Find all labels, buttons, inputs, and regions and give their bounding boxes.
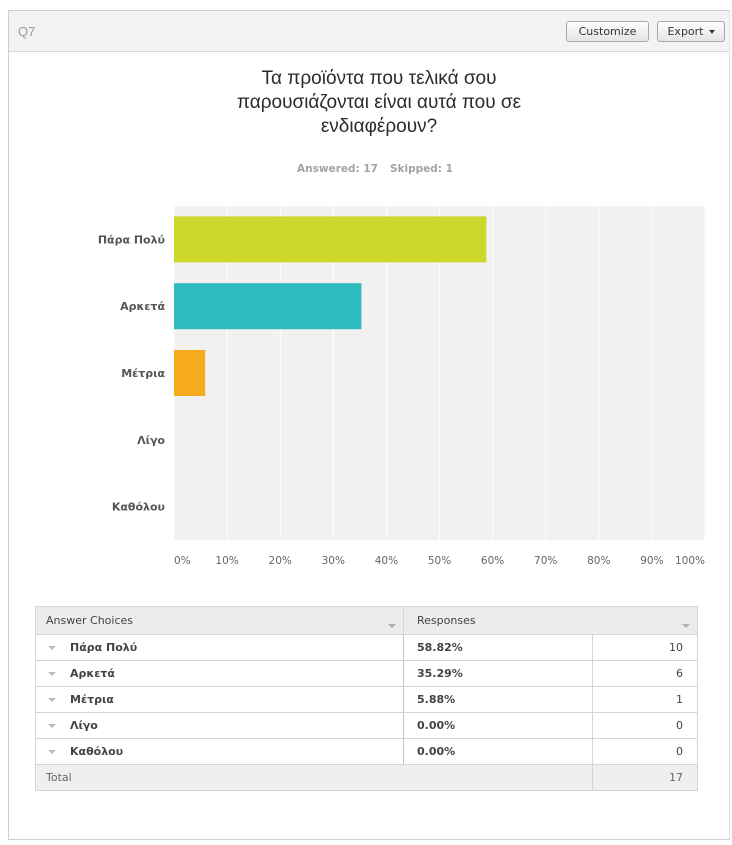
count-cell: 1 [592,686,698,713]
question-title-line-2: παρουσιάζονται είναι αυτά που σε [236,92,522,113]
bar[interactable] [174,216,487,263]
skipped-count: Skipped: 1 [389,163,453,175]
bar[interactable] [174,283,362,330]
x-tick-label: 20% [269,555,292,567]
chevron-down-icon [708,30,715,34]
bar[interactable] [174,350,206,396]
expand-caret-icon[interactable] [48,672,56,676]
x-tick-label: 0% [174,555,191,567]
table-row: Πάρα Πολύ 58.82% 10 [35,634,698,661]
response-stats: Answered: 17 Skipped: 1 [230,163,520,175]
expand-caret-icon[interactable] [48,698,56,702]
choice-cell: Αρκετά [35,660,404,687]
count-cell: 0 [592,738,698,765]
table-row: Μέτρια 5.88% 1 [35,686,698,713]
responses-table: Answer Choices Responses Πάρα Πολύ 58.82… [35,606,698,791]
y-category-label: Καθόλου [112,501,165,514]
export-button-label: Export [667,25,704,38]
customize-button-label: Customize [578,25,637,38]
expand-caret-icon[interactable] [48,724,56,728]
question-title-line-3: ενδιαφέρουν? [320,116,438,137]
percent-cell: 35.29% [403,660,593,687]
table-row: Καθόλου 0.00% 0 [35,738,698,765]
x-tick-label: 80% [587,555,610,567]
percent-cell: 5.88% [403,686,593,713]
question-header-bar: Q7 Customize Export [9,11,729,52]
x-tick-label: 70% [534,555,557,567]
choice-cell: Καθόλου [35,738,404,765]
total-label: Total [35,764,593,791]
table-row: Αρκετά 35.29% 6 [35,660,698,687]
table-row: Λίγο 0.00% 0 [35,712,698,739]
y-category-label: Μέτρια [121,367,165,380]
x-tick-label: 30% [322,555,345,567]
answered-count: Answered: 17 [297,163,378,175]
question-title: Τα προϊόντα που τελικά σου παρουσιάζοντα… [140,67,618,139]
choice-label: Αρκετά [70,667,115,680]
question-title-line-1: Τα προϊόντα που τελικά σου [261,68,497,89]
count-cell: 6 [592,660,698,687]
responses-header-label: Responses [417,614,476,627]
expand-caret-icon[interactable] [48,646,56,650]
x-tick-label: 10% [215,555,238,567]
choice-label: Πάρα Πολύ [70,641,138,654]
count-cell: 10 [592,634,698,661]
answer-choices-header[interactable]: Answer Choices [35,606,404,635]
percent-cell: 0.00% [403,712,593,739]
bar-chart: 0% 10% 20% 30% 40% 50% 60% 70% 80% 90% 100% Πάρα Πο… [98,206,706,567]
answer-choices-header-label: Answer Choices [46,614,133,627]
choice-cell: Μέτρια [35,686,404,713]
sort-caret-icon [682,624,690,628]
x-tick-label: 50% [428,555,451,567]
sort-caret-icon [388,624,396,628]
total-row: Total 17 [35,764,698,791]
expand-caret-icon[interactable] [48,750,56,754]
percent-cell: 58.82% [403,634,593,661]
y-category-label: Αρκετά [120,300,165,313]
x-tick-label: 60% [481,555,504,567]
x-tick-label: 100% [675,555,705,567]
y-category-label: Λίγο [137,434,165,447]
choice-label: Μέτρια [70,693,114,706]
question-number: Q7 [18,24,36,39]
choice-label: Λίγο [70,719,98,732]
choice-label: Καθόλου [70,745,124,758]
x-tick-label: 90% [640,555,663,567]
x-tick-label: 40% [375,555,398,567]
customize-button[interactable]: Customize [566,21,649,42]
table-header-row: Answer Choices Responses [35,606,698,635]
choice-cell: Πάρα Πολύ [35,634,404,661]
choice-cell: Λίγο [35,712,404,739]
total-count: 17 [592,764,698,791]
count-cell: 0 [592,712,698,739]
percent-cell: 0.00% [403,738,593,765]
export-button[interactable]: Export [657,21,725,42]
y-category-label: Πάρα Πολύ [98,233,165,246]
responses-header[interactable]: Responses [403,606,698,635]
